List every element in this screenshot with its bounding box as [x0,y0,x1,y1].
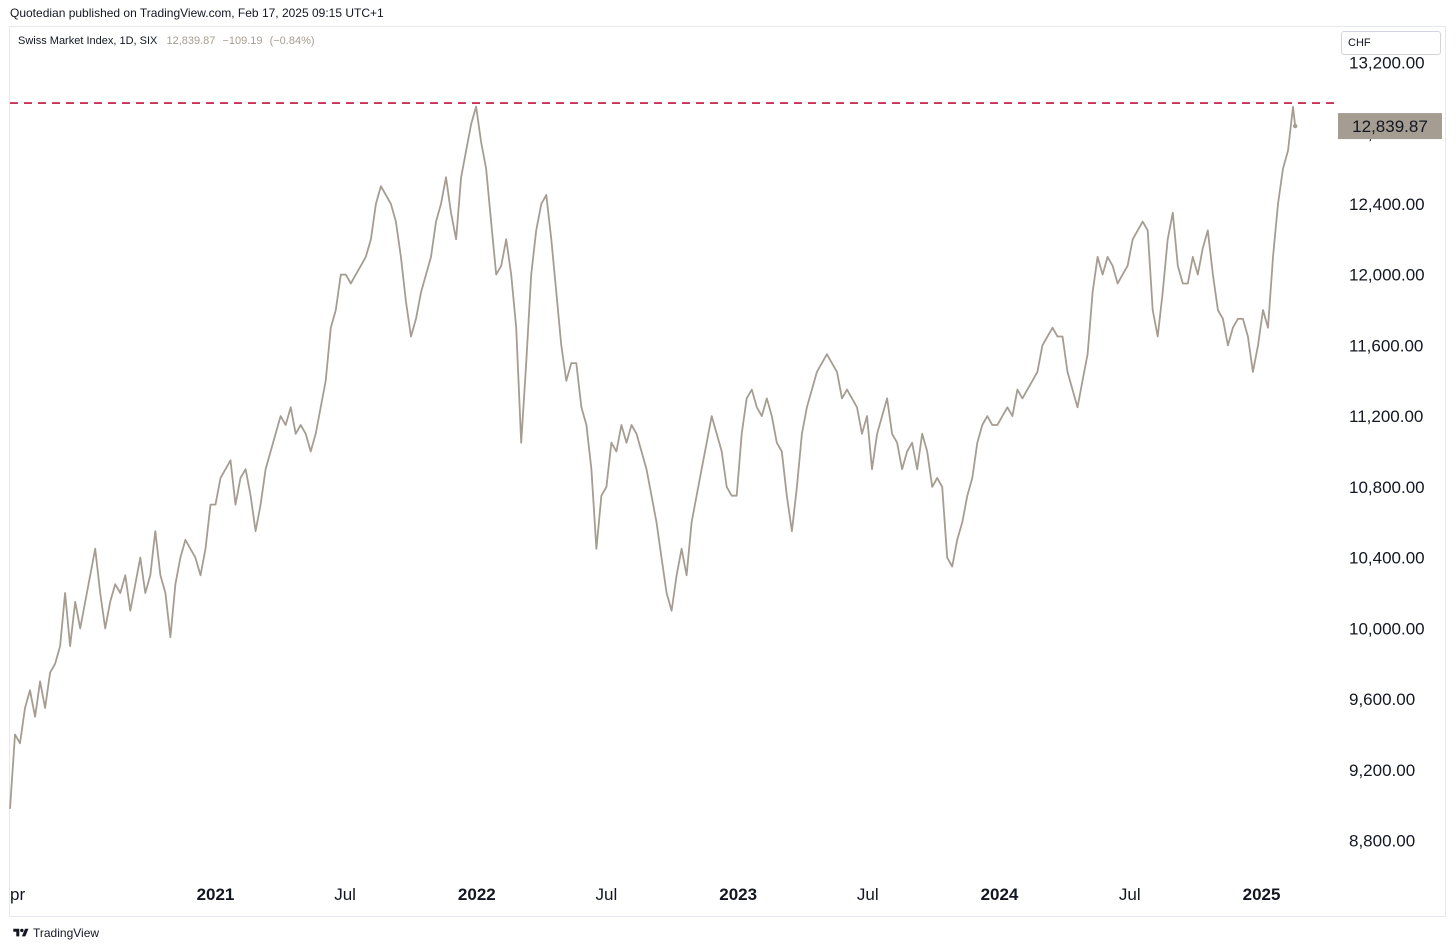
legend-values: 12,839.87 −109.19 (−0.84%) [166,35,318,47]
legend-symbol: Swiss Market Index, 1D, SIX [18,35,158,47]
y-tick-label: 8,800.00 [1349,832,1415,851]
publish-info: Quotedian published on TradingView.com, … [10,6,384,20]
x-tick-label: Jul [334,885,356,904]
x-tick-label: pr [10,885,25,904]
currency-selector[interactable]: CHF [1341,31,1441,55]
legend-last-price: 12,839.87 [166,35,216,47]
y-tick-label: 12,400.00 [1349,195,1425,214]
x-tick-label: Jul [857,885,879,904]
chart-legend[interactable]: Swiss Market Index, 1D, SIX 12,839.87 −1… [18,35,319,47]
x-tick-label: 2021 [197,885,235,904]
y-tick-label: 13,200.00 [1349,53,1425,72]
y-tick-label: 11,200.00 [1349,407,1423,426]
legend-change: −109.19 [222,35,263,47]
y-tick-label: 9,200.00 [1349,761,1415,780]
footer-branding[interactable]: TradingView [12,926,99,940]
x-tick-label: 2022 [458,885,496,904]
y-tick-label: 10,800.00 [1349,478,1425,497]
price-series-line [9,105,1297,809]
last-price-point [1292,123,1298,129]
chart-frame [9,26,1446,917]
x-tick-label: 2024 [981,885,1019,904]
footer-brand-label: TradingView [33,926,100,940]
x-tick-label: 2025 [1243,885,1281,904]
last-price-tag [1338,113,1442,140]
x-tick-label: Jul [596,885,618,904]
legend-change-pct: (−0.84%) [269,35,315,47]
y-tick-label: 12,000.00 [1349,266,1425,285]
y-tick-label: 9,600.00 [1349,690,1415,709]
y-tick-label: 11,600.00 [1349,336,1423,355]
last-price-tag-label: 12,839.87 [1352,117,1428,136]
tradingview-logo-icon [13,928,29,937]
y-tick-label: 10,000.00 [1349,619,1425,638]
y-tick-label: 10,400.00 [1349,549,1425,568]
x-tick-label: 2023 [719,885,757,904]
x-tick-label: Jul [1119,885,1141,904]
